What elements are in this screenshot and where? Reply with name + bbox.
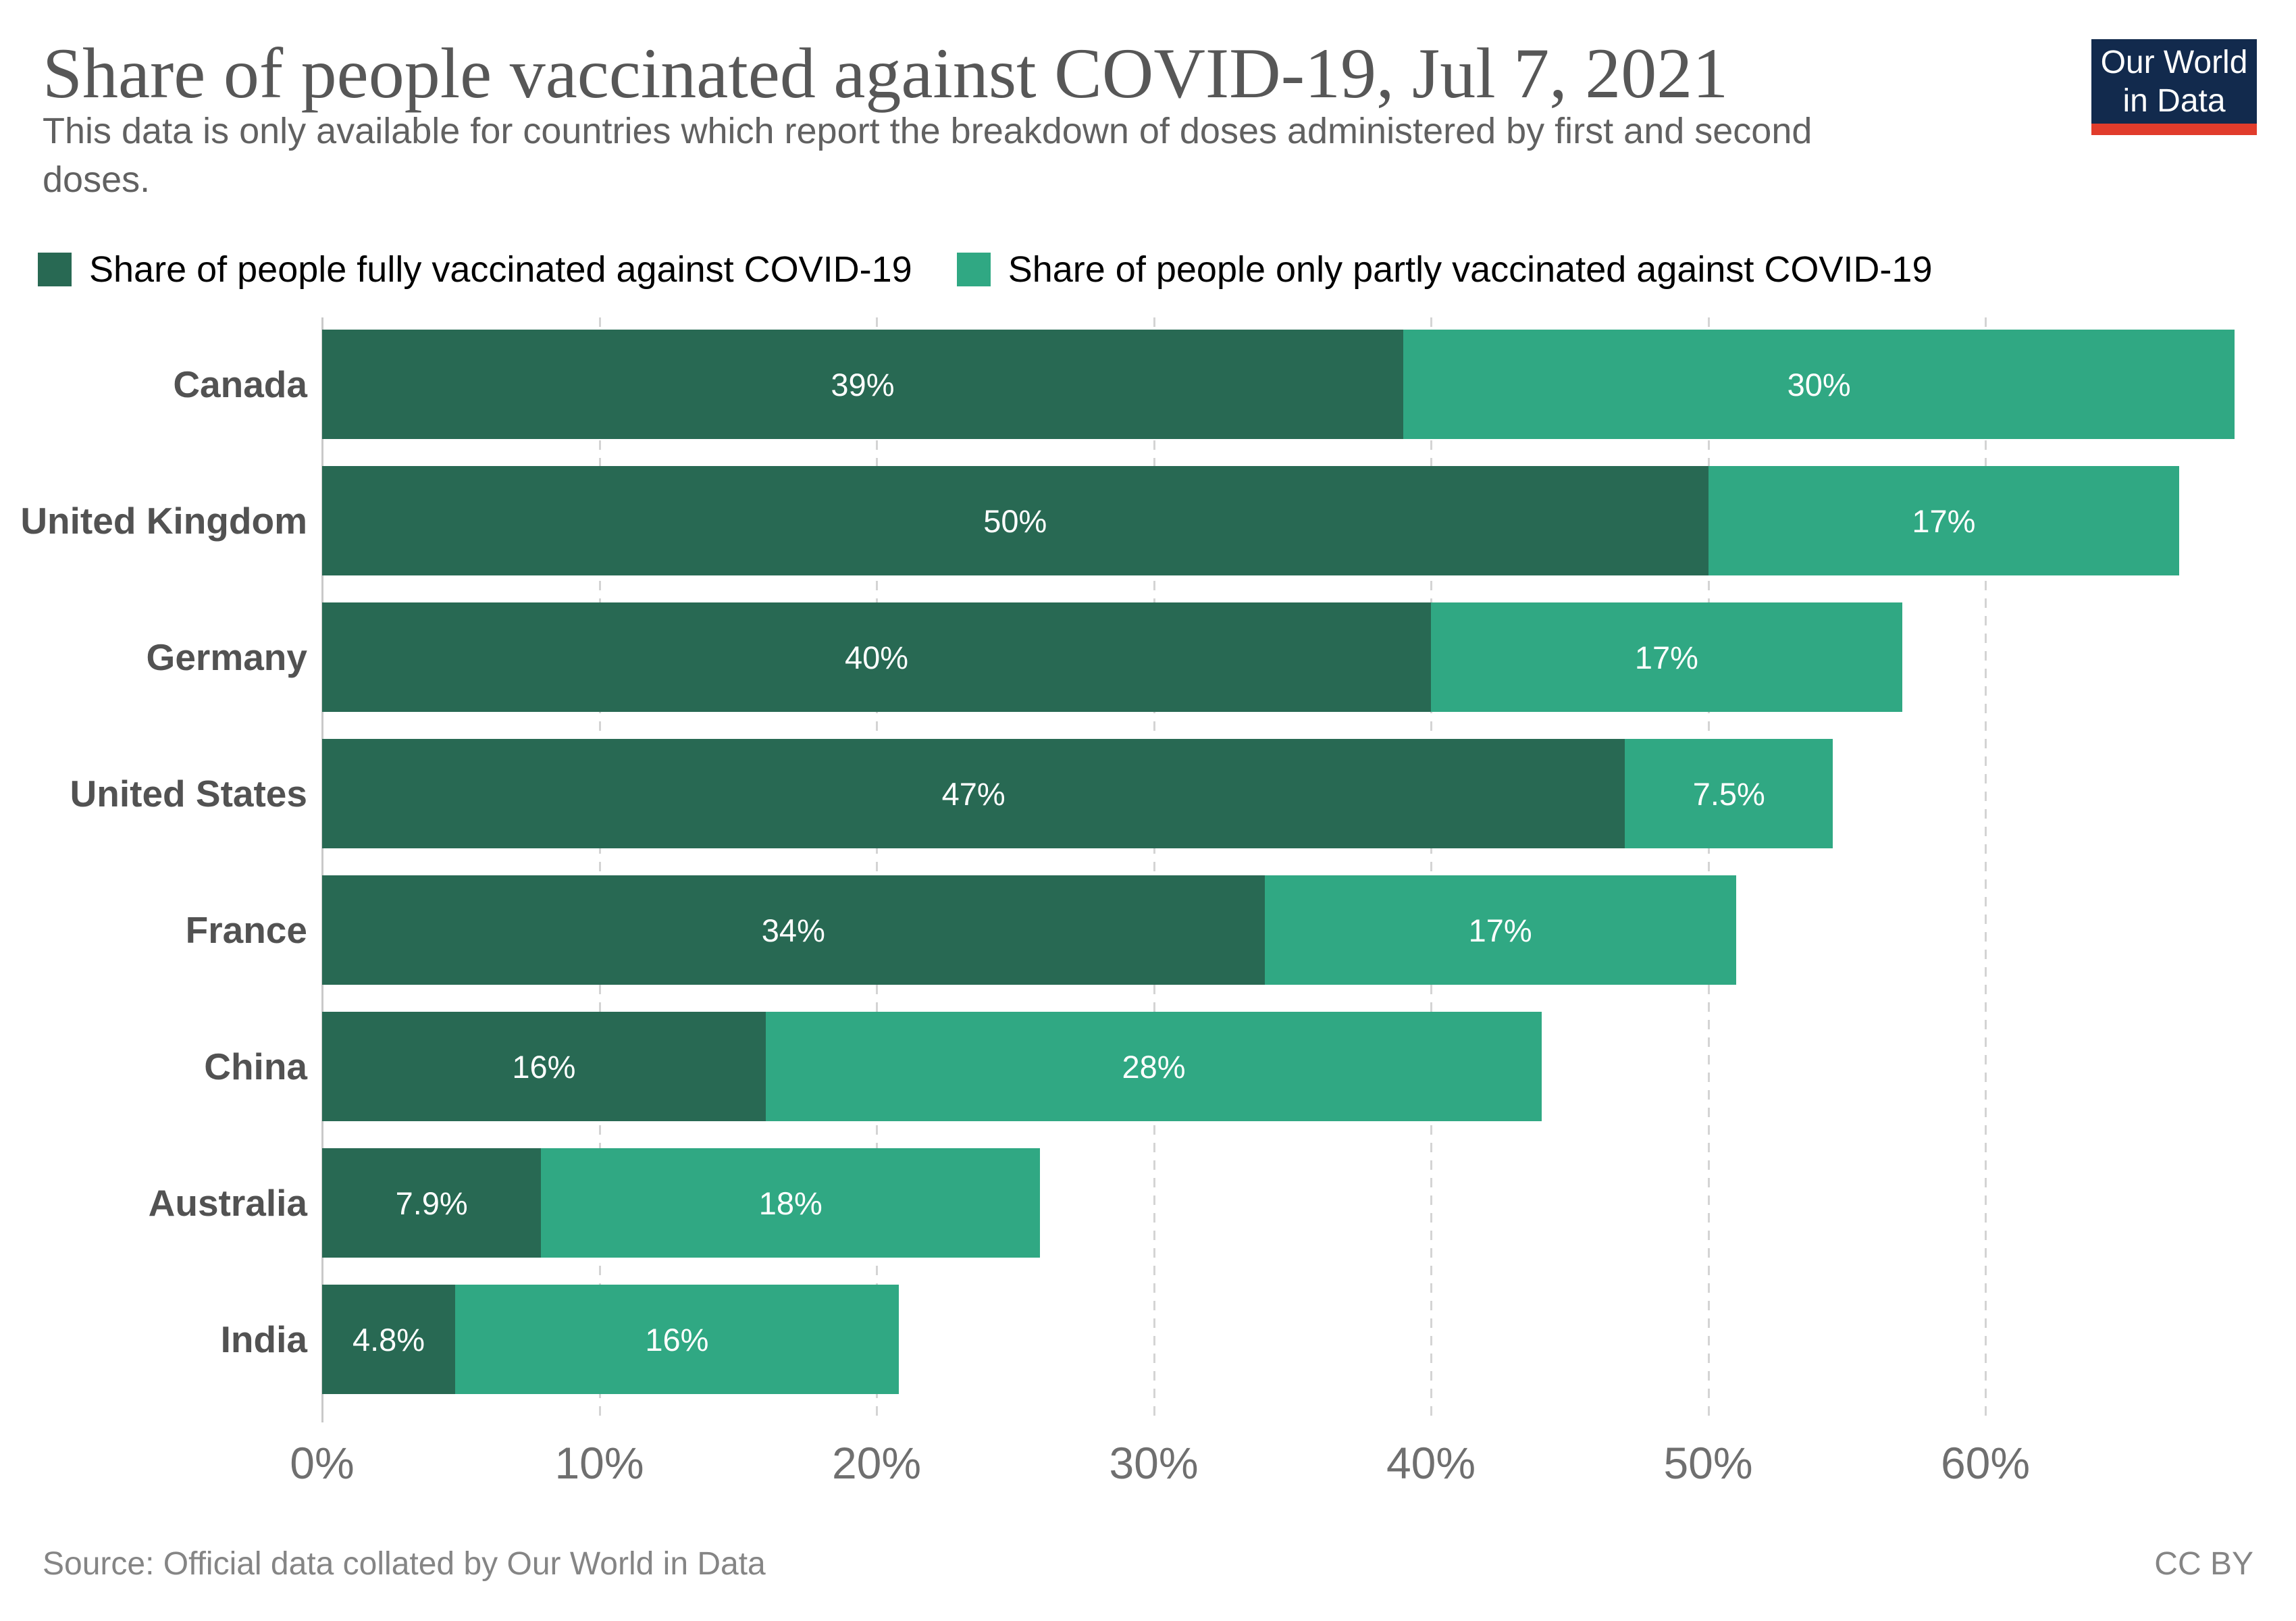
bar-china-fully-vaccinated[interactable]: 16% [322, 1012, 766, 1121]
x-tick-label-0%: 0% [290, 1438, 355, 1488]
legend-item-partly-vaccinated[interactable]: Share of people only partly vaccinated a… [956, 249, 1933, 290]
row-label-united-kingdom: United Kingdom [20, 500, 307, 542]
chart-title: Share of people vaccinated against COVID… [43, 34, 1729, 113]
legend-item-fully-vaccinated[interactable]: Share of people fully vaccinated against… [38, 249, 912, 290]
x-tick-label-20%: 20% [831, 1438, 922, 1488]
bar-germany-partly-vaccinated[interactable]: 17% [1431, 602, 1902, 712]
row-label-canada: Canada [173, 363, 307, 405]
gridline-30% [1153, 317, 1155, 1422]
bar-value-label: 4.8% [352, 1321, 425, 1358]
legend-swatch-fully-vaccinated [38, 253, 72, 286]
owid-logo-line1: Our World [2100, 44, 2248, 80]
x-tick-label-30%: 30% [1109, 1438, 1199, 1488]
bar-value-label: 16% [645, 1321, 709, 1358]
owid-logo[interactable]: Our World in Data [2091, 39, 2257, 135]
bar-france-fully-vaccinated[interactable]: 34% [322, 875, 1265, 985]
gridline-20% [876, 317, 878, 1422]
x-axis-line [321, 317, 323, 1422]
x-tick-label-60%: 60% [1940, 1438, 2031, 1488]
bar-value-label: 7.9% [395, 1185, 468, 1221]
bar-value-label: 50% [983, 503, 1047, 539]
x-tick-label-50%: 50% [1663, 1438, 1753, 1488]
bar-value-label: 17% [1468, 912, 1532, 948]
bar-india-partly-vaccinated[interactable]: 16% [455, 1285, 899, 1394]
row-label-germany: Germany [146, 636, 307, 678]
row-label-france: France [185, 909, 307, 951]
bar-value-label: 47% [941, 775, 1006, 812]
legend-swatch-partly-vaccinated [956, 253, 991, 286]
bar-value-label: 39% [831, 366, 895, 403]
gridline-50% [1707, 317, 1710, 1422]
legend-label-partly-vaccinated: Share of people only partly vaccinated a… [1008, 249, 1933, 290]
gridline-60% [1985, 317, 1987, 1422]
chart-subtitle-line2: doses. [43, 159, 151, 200]
bar-value-label: 28% [1122, 1048, 1186, 1085]
bar-value-label: 17% [1634, 639, 1698, 675]
row-label-australia: Australia [148, 1182, 307, 1224]
bar-value-label: 30% [1787, 366, 1851, 403]
source-note: Source: Official data collated by Our Wo… [43, 1546, 766, 1582]
legend: Share of people fully vaccinated against… [38, 249, 1932, 290]
gridline-10% [598, 317, 601, 1422]
bar-india-fully-vaccinated[interactable]: 4.8% [322, 1285, 456, 1394]
owid-logo-red-stripe [2091, 124, 2257, 135]
bar-germany-fully-vaccinated[interactable]: 40% [322, 602, 1431, 712]
legend-label-fully-vaccinated: Share of people fully vaccinated against… [89, 249, 912, 290]
bar-china-partly-vaccinated[interactable]: 28% [765, 1012, 1542, 1121]
bar-australia-partly-vaccinated[interactable]: 18% [541, 1148, 1041, 1258]
bar-canada-partly-vaccinated[interactable]: 30% [1403, 330, 2235, 439]
bar-value-label: 40% [844, 639, 909, 675]
bar-france-partly-vaccinated[interactable]: 17% [1264, 875, 1736, 985]
license-link[interactable]: CC BY [2154, 1546, 2253, 1582]
row-label-united-states: United States [70, 773, 307, 815]
x-tick-label-40%: 40% [1386, 1438, 1476, 1488]
row-label-india: India [220, 1318, 307, 1360]
bar-value-label: 34% [761, 912, 825, 948]
bar-united-states-partly-vaccinated[interactable]: 7.5% [1625, 739, 1833, 848]
bar-canada-fully-vaccinated[interactable]: 39% [322, 330, 1403, 439]
row-label-china: China [204, 1046, 307, 1087]
x-tick-label-10%: 10% [554, 1438, 644, 1488]
gridline-40% [1430, 317, 1432, 1422]
owid-logo-line2: in Data [2122, 82, 2226, 119]
chart-subtitle: This data is only available for countrie… [43, 107, 2102, 204]
bar-value-label: 7.5% [1692, 775, 1765, 812]
bar-value-label: 18% [758, 1185, 823, 1221]
owid-logo-navy-box: Our World in Data [2091, 39, 2257, 124]
chart-subtitle-line1: This data is only available for countrie… [43, 111, 1812, 151]
bar-australia-fully-vaccinated[interactable]: 7.9% [322, 1148, 542, 1258]
bar-united-states-fully-vaccinated[interactable]: 47% [322, 739, 1625, 848]
bar-value-label: 17% [1912, 503, 1976, 539]
bar-united-kingdom-fully-vaccinated[interactable]: 50% [322, 466, 1708, 575]
bar-value-label: 16% [512, 1048, 576, 1085]
bar-united-kingdom-partly-vaccinated[interactable]: 17% [1708, 466, 2180, 575]
